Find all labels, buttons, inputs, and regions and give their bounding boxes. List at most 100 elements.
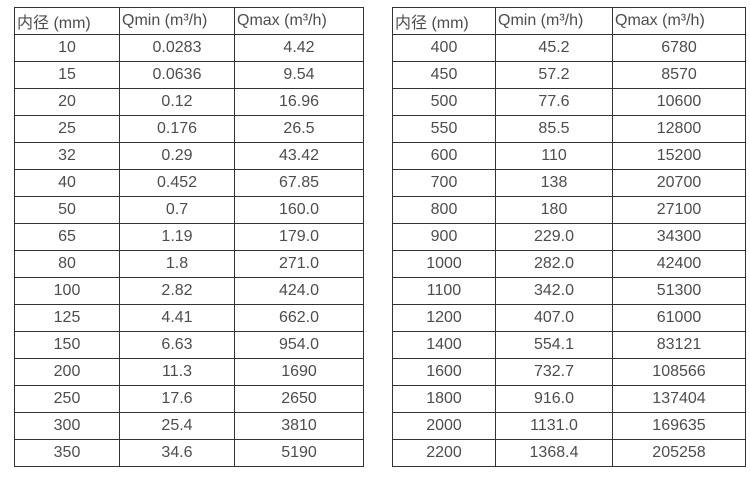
table-cell: 6780 — [612, 34, 746, 62]
table-cell: 12800 — [612, 115, 746, 143]
table-cell: 80 — [14, 250, 120, 278]
table-cell: 125 — [14, 304, 120, 332]
table-cell: 1100 — [392, 277, 496, 305]
table-cell: 17.6 — [119, 385, 235, 413]
table-cell: 179.0 — [234, 223, 364, 251]
table-row: 150 6.63 954.0 — [14, 331, 364, 359]
table-row: 125 4.41 662.0 — [14, 304, 364, 332]
table-cell: 25 — [14, 115, 120, 143]
table-cell: 50 — [14, 196, 120, 224]
table-cell: 1690 — [234, 358, 364, 386]
table-cell: 1.19 — [119, 223, 235, 251]
table-cell: 61000 — [612, 304, 746, 332]
table-cell: 1200 — [392, 304, 496, 332]
table-cell: 40 — [14, 169, 120, 197]
table-row: 2200 1368.4 205258 — [392, 439, 746, 467]
table-cell: 1368.4 — [495, 439, 613, 467]
table-cell: 0.7 — [119, 196, 235, 224]
table-cell: 57.2 — [495, 61, 613, 89]
table-cell: 15 — [14, 61, 120, 89]
table-cell: 1000 — [392, 250, 496, 278]
table-cell: 2000 — [392, 412, 496, 440]
table-cell: 77.6 — [495, 88, 613, 116]
table-row: 800 180 27100 — [392, 196, 746, 224]
table-row: 1800 916.0 137404 — [392, 385, 746, 413]
flow-table-dn10-350: 内径 (mm) Qmin (m³/h) Qmax (m³/h) 10 0.0283 4.… — [14, 7, 364, 467]
table-row: 25 0.176 26.5 — [14, 115, 364, 143]
table-row: 20 0.12 16.96 — [14, 88, 364, 116]
table-cell: 900 — [392, 223, 496, 251]
table-cell: 100 — [14, 277, 120, 305]
column-header: Qmax (m³/h) — [612, 7, 746, 35]
table-header: 内径 (mm) Qmin (m³/h) Qmax (m³/h) — [392, 7, 746, 35]
table-cell: 250 — [14, 385, 120, 413]
header-row: 内径 (mm) Qmin (m³/h) Qmax (m³/h) — [14, 7, 364, 35]
table-cell: 108566 — [612, 358, 746, 386]
column-header: Qmax (m³/h) — [234, 7, 364, 35]
table-cell: 85.5 — [495, 115, 613, 143]
table-cell: 169635 — [612, 412, 746, 440]
table-row: 400 45.2 6780 — [392, 34, 746, 62]
table-cell: 15200 — [612, 142, 746, 170]
table-cell: 1400 — [392, 331, 496, 359]
table-cell: 20 — [14, 88, 120, 116]
table-row: 300 25.4 3810 — [14, 412, 364, 440]
table-cell: 0.176 — [119, 115, 235, 143]
table-row: 1400 554.1 83121 — [392, 331, 746, 359]
table-cell: 600 — [392, 142, 496, 170]
table-cell: 150 — [14, 331, 120, 359]
table-cell: 271.0 — [234, 250, 364, 278]
table-cell: 550 — [392, 115, 496, 143]
table-cell: 32 — [14, 142, 120, 170]
table-row: 700 138 20700 — [392, 169, 746, 197]
table-cell: 34.6 — [119, 439, 235, 467]
table-cell: 4.42 — [234, 34, 364, 62]
table-cell: 500 — [392, 88, 496, 116]
table-cell: 450 — [392, 61, 496, 89]
table-row: 500 77.6 10600 — [392, 88, 746, 116]
table-row: 200 11.3 1690 — [14, 358, 364, 386]
table-row: 15 0.0636 9.54 — [14, 61, 364, 89]
table-cell: 45.2 — [495, 34, 613, 62]
table-cell: 9.54 — [234, 61, 364, 89]
table-cell: 1131.0 — [495, 412, 613, 440]
table-cell: 20700 — [612, 169, 746, 197]
table-row: 350 34.6 5190 — [14, 439, 364, 467]
table-row: 450 57.2 8570 — [392, 61, 746, 89]
table-cell: 424.0 — [234, 277, 364, 305]
table-cell: 16.96 — [234, 88, 364, 116]
table-cell: 662.0 — [234, 304, 364, 332]
table-cell: 43.42 — [234, 142, 364, 170]
table-cell: 554.1 — [495, 331, 613, 359]
table-cell: 0.452 — [119, 169, 235, 197]
flow-table-dn400-2200: 内径 (mm) Qmin (m³/h) Qmax (m³/h) 400 45.2 678… — [392, 7, 746, 467]
table-cell: 0.29 — [119, 142, 235, 170]
table-row: 550 85.5 12800 — [392, 115, 746, 143]
table-cell: 700 — [392, 169, 496, 197]
table-cell: 205258 — [612, 439, 746, 467]
table-cell: 26.5 — [234, 115, 364, 143]
table-cell: 137404 — [612, 385, 746, 413]
table-cell: 0.0283 — [119, 34, 235, 62]
column-header: 内径 (mm) — [392, 7, 496, 35]
column-header: 内径 (mm) — [14, 7, 120, 35]
table-cell: 10600 — [612, 88, 746, 116]
table-cell: 2200 — [392, 439, 496, 467]
table-row: 1100 342.0 51300 — [392, 277, 746, 305]
table-row: 10 0.0283 4.42 — [14, 34, 364, 62]
table-row: 1600 732.7 108566 — [392, 358, 746, 386]
table-cell: 342.0 — [495, 277, 613, 305]
table-cell: 407.0 — [495, 304, 613, 332]
table-row: 1000 282.0 42400 — [392, 250, 746, 278]
table-cell: 180 — [495, 196, 613, 224]
table-row: 600 110 15200 — [392, 142, 746, 170]
table-cell: 916.0 — [495, 385, 613, 413]
table-cell: 5190 — [234, 439, 364, 467]
table-cell: 34300 — [612, 223, 746, 251]
table-cell: 200 — [14, 358, 120, 386]
table-cell: 6.63 — [119, 331, 235, 359]
table-cell: 282.0 — [495, 250, 613, 278]
table-row: 32 0.29 43.42 — [14, 142, 364, 170]
table-cell: 400 — [392, 34, 496, 62]
